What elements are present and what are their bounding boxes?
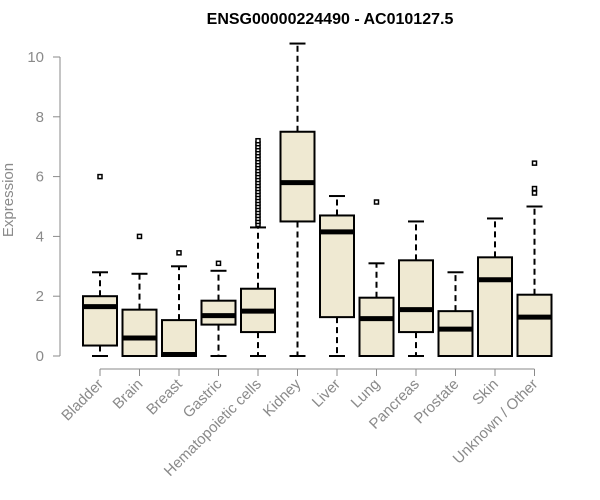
outlier-point (136, 233, 143, 240)
y-tick-label: 10 (27, 49, 44, 66)
box-iqr (82, 295, 118, 347)
x-tick-label: Bladder (58, 376, 107, 425)
x-tick-label: Breast (143, 375, 186, 418)
x-tick-label: Brain (110, 376, 147, 413)
box-6 (319, 195, 355, 357)
outlier-point (176, 250, 182, 256)
x-tick-label: Lung (348, 376, 384, 412)
outlier-point (255, 137, 261, 144)
box-0 (82, 173, 118, 357)
y-tick-label: 2 (36, 288, 44, 305)
y-tick-label: 8 (36, 109, 44, 126)
x-tick-label: Skin (469, 376, 502, 409)
outlier-point (531, 160, 538, 166)
box-3 (200, 260, 237, 357)
y-tick-label: 6 (36, 169, 44, 186)
y-tick-label: 0 (36, 348, 44, 365)
box-iqr (121, 308, 158, 357)
box-2 (161, 250, 197, 358)
outlier-point (531, 185, 538, 192)
box-iqr (398, 259, 434, 334)
x-tick-label: Kidney (260, 375, 305, 420)
y-tick-label: 4 (36, 228, 44, 245)
outlier-point (373, 199, 380, 205)
box-1 (121, 233, 158, 357)
chart-title: ENSG00000224490 - AC010127.5 (207, 11, 454, 28)
box-4 (240, 137, 276, 357)
x-tick-label: Liver (309, 376, 344, 411)
box-iqr (200, 299, 237, 326)
box-series (82, 42, 553, 358)
box-iqr (516, 293, 553, 357)
outlier-point (215, 260, 222, 267)
box-8 (398, 220, 434, 357)
box-iqr (279, 130, 316, 223)
box-iqr (358, 296, 395, 358)
box-9 (437, 271, 474, 357)
outlier-point (531, 190, 538, 196)
box-11 (516, 160, 553, 357)
box-iqr (161, 319, 197, 357)
y-axis: 0 2 4 6 8 10 (27, 49, 61, 365)
box-7 (358, 199, 395, 358)
box-iqr (437, 310, 474, 357)
box-iqr (477, 256, 513, 357)
box-5 (279, 42, 316, 357)
y-axis-label: Expression (0, 163, 17, 237)
outlier-point (97, 173, 103, 180)
box-10 (477, 217, 513, 357)
